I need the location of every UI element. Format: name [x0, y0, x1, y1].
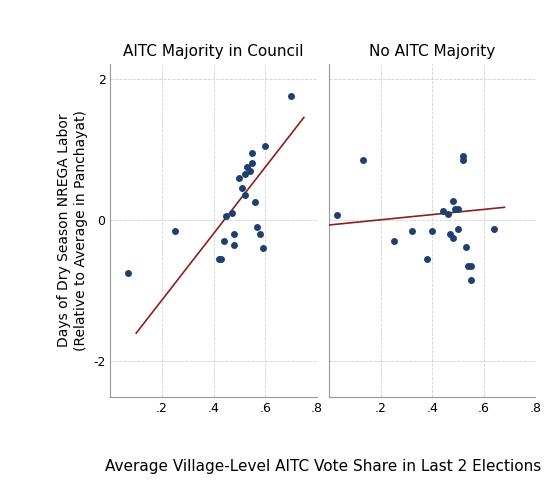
- Point: [235, 174, 244, 182]
- Point: [407, 227, 416, 235]
- Point: [389, 237, 398, 245]
- Point: [286, 92, 295, 100]
- Point: [248, 149, 257, 157]
- Point: [227, 209, 236, 217]
- Point: [448, 197, 457, 205]
- Point: [220, 237, 229, 245]
- Point: [464, 262, 473, 270]
- Point: [230, 241, 238, 249]
- Point: [248, 160, 257, 168]
- Point: [459, 152, 468, 160]
- Point: [217, 255, 226, 263]
- Point: [124, 269, 133, 277]
- Point: [237, 184, 246, 192]
- Text: Average Village-Level AITC Vote Share in Last 2 Elections: Average Village-Level AITC Vote Share in…: [105, 459, 541, 474]
- Point: [459, 156, 468, 164]
- Point: [428, 227, 437, 235]
- Point: [245, 167, 254, 175]
- Point: [466, 262, 475, 270]
- Point: [461, 243, 470, 251]
- Point: [454, 225, 463, 233]
- Point: [258, 245, 267, 252]
- Title: No AITC Majority: No AITC Majority: [369, 44, 495, 59]
- Point: [256, 230, 264, 238]
- Point: [466, 276, 475, 284]
- Point: [358, 156, 367, 164]
- Point: [230, 230, 238, 238]
- Point: [222, 212, 231, 220]
- Point: [423, 255, 432, 263]
- Point: [251, 198, 259, 206]
- Point: [451, 205, 460, 213]
- Point: [261, 142, 269, 150]
- Point: [243, 163, 252, 171]
- Point: [443, 210, 452, 218]
- Point: [446, 230, 455, 238]
- Point: [332, 211, 341, 219]
- Point: [253, 223, 262, 231]
- Point: [454, 205, 463, 213]
- Title: AITC Majority in Council: AITC Majority in Council: [123, 44, 304, 59]
- Point: [171, 227, 179, 235]
- Point: [240, 170, 249, 178]
- Point: [490, 225, 498, 233]
- Y-axis label: Days of Dry Season NREGA Labor
(Relative to Average in Panchayat): Days of Dry Season NREGA Labor (Relative…: [57, 110, 88, 351]
- Point: [214, 255, 223, 263]
- Point: [240, 191, 249, 199]
- Point: [448, 234, 457, 242]
- Point: [438, 207, 447, 215]
